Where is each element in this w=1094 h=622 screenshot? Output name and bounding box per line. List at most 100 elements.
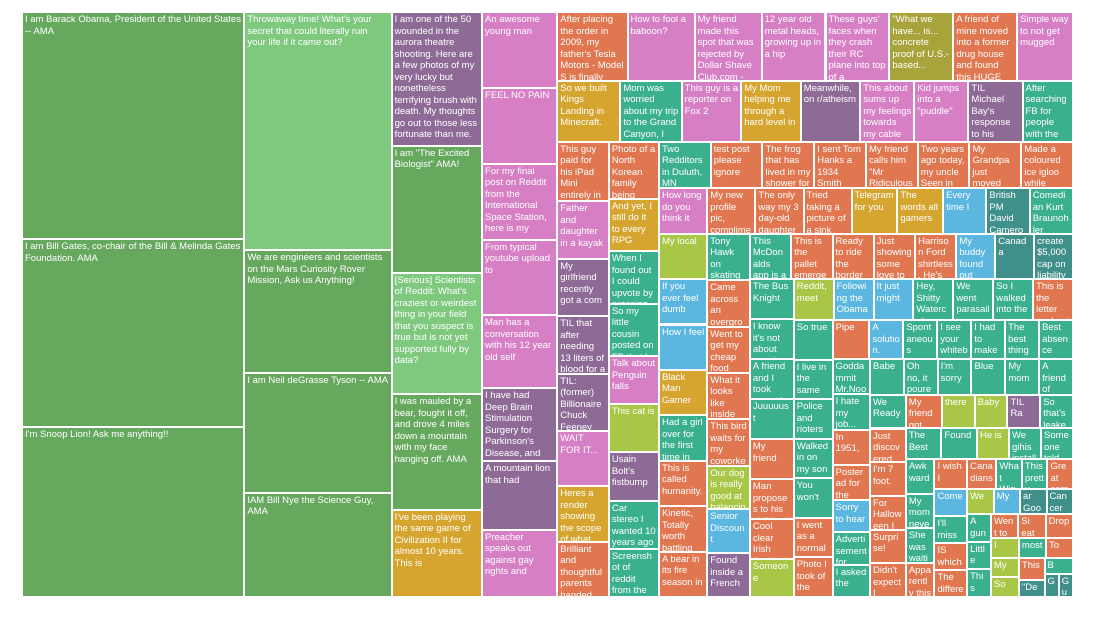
- treemap-cell[interactable]: B: [1044, 558, 1073, 574]
- treemap-cell[interactable]: My: [993, 489, 1021, 515]
- treemap-cell[interactable]: This is the letter my best friend: [1033, 279, 1073, 321]
- treemap-cell[interactable]: Kid jumps into a "puddle": [914, 80, 969, 142]
- treemap-cell[interactable]: Drop: [1045, 514, 1073, 539]
- treemap-cell[interactable]: I'm 7 foot.: [869, 462, 906, 496]
- treemap-cell[interactable]: Tony Hawk on skating with his daughter.: [707, 233, 750, 281]
- treemap-cell[interactable]: Blue: [971, 359, 1006, 395]
- treemap-cell[interactable]: My Grandpa just moved into a: [969, 141, 1022, 189]
- treemap-cell[interactable]: Si eat on: [1018, 514, 1046, 539]
- treemap-cell[interactable]: We gihis install new: [1008, 428, 1041, 460]
- treemap-cell[interactable]: I hate my job...: [832, 394, 870, 430]
- treemap-cell[interactable]: Our dog is really good at balancing: [707, 465, 750, 510]
- treemap-cell[interactable]: TIL that after needing 13 liters of bloo…: [557, 316, 609, 374]
- treemap-cell[interactable]: The different: [934, 570, 968, 597]
- treemap-cell[interactable]: My mom never: [905, 493, 935, 529]
- treemap-cell[interactable]: This guy paid for his iPad Mini entirely…: [557, 141, 609, 202]
- treemap-cell[interactable]: 12 year old metal heads, growing up in a…: [761, 12, 826, 81]
- treemap-cell[interactable]: So: [990, 577, 1019, 597]
- treemap-cell[interactable]: British PM David Cameron told a member: [986, 188, 1030, 234]
- treemap-cell[interactable]: Ready to ride the border between: [832, 233, 874, 280]
- treemap-cell[interactable]: This: [1018, 558, 1045, 580]
- treemap-cell[interactable]: After placing the order in 2009, my fath…: [557, 12, 628, 81]
- treemap-cell[interactable]: My buddy found out: [956, 233, 996, 280]
- treemap-cell[interactable]: So I walked into the: [993, 279, 1034, 321]
- treemap-cell[interactable]: Photo of a North Korean family being del…: [608, 141, 659, 199]
- treemap-cell[interactable]: How I feel: [658, 324, 708, 370]
- treemap-cell[interactable]: Guy: [1058, 573, 1073, 597]
- treemap-cell[interactable]: Some one told me a: [1040, 428, 1073, 460]
- treemap-cell[interactable]: Canadians: [967, 459, 997, 490]
- treemap-cell[interactable]: Harrison Ford shirtless. He's 70.: [915, 233, 957, 280]
- treemap-cell[interactable]: A friend and I took care of a: [749, 359, 794, 400]
- treemap-cell[interactable]: Surprise!: [869, 529, 906, 564]
- treemap-cell[interactable]: Two Redditors in Duluth, MN accidently: [658, 141, 711, 189]
- treemap-cell[interactable]: Man has a conversation with his 12 year …: [482, 315, 558, 389]
- treemap-cell[interactable]: This about sums up my feelings towards m…: [860, 80, 915, 142]
- treemap-cell[interactable]: Spontaneous woman of the: [903, 320, 938, 360]
- treemap-cell[interactable]: I know it's not about rats, but the Octo…: [749, 319, 794, 360]
- treemap-cell[interactable]: I am "The Excited Biologist" AMA!: [391, 145, 483, 273]
- treemap-cell[interactable]: Oh no, it poured: [903, 359, 938, 395]
- treemap-cell[interactable]: Cancer patient lose: [1046, 489, 1073, 515]
- treemap-cell[interactable]: So that's leaked: [1040, 394, 1073, 429]
- treemap-cell[interactable]: TIL Ra: [1007, 394, 1041, 429]
- treemap-cell[interactable]: Hey, Shitty Watercolor made it into the: [913, 279, 954, 321]
- treemap-cell[interactable]: And yet, I still do it to every RPG: [608, 198, 659, 252]
- treemap-cell[interactable]: Goddammit Mr.Noo: [832, 359, 870, 395]
- treemap-cell[interactable]: The only way my 3 day-old daughter: [755, 188, 804, 234]
- treemap-cell[interactable]: Tried taking a picture of a sink drainin…: [803, 188, 852, 234]
- treemap-cell[interactable]: This cat is: [608, 404, 659, 453]
- treemap-cell[interactable]: Little Bird: [967, 541, 991, 570]
- treemap-cell[interactable]: For Halloween I: [869, 495, 906, 530]
- treemap-cell[interactable]: I've been playing the same game of Civil…: [391, 509, 483, 597]
- treemap-cell[interactable]: My Mom helping me through a hard level i…: [741, 80, 801, 142]
- treemap-cell[interactable]: This is the pallet emergency: [791, 233, 833, 280]
- treemap-cell[interactable]: I had to make an advertise: [971, 320, 1006, 360]
- treemap-cell[interactable]: A friend of mine moved into a former dru…: [953, 12, 1018, 81]
- treemap-cell[interactable]: TIL Michael Bay's response to his critic…: [968, 80, 1023, 142]
- treemap-cell[interactable]: It just might: [873, 279, 914, 321]
- treemap-cell[interactable]: When I found out I could upvote by press…: [608, 251, 659, 304]
- treemap-cell[interactable]: Went to get my cheap food and found this…: [707, 326, 750, 373]
- treemap-cell[interactable]: A gunt to right next: [967, 514, 991, 542]
- treemap-cell[interactable]: How to fool a baboon?: [627, 12, 695, 81]
- treemap-cell[interactable]: Meanwhile, on r/atheism: [800, 80, 861, 142]
- treemap-cell[interactable]: "What we have... is... concrete proof of…: [889, 12, 954, 81]
- treemap-cell[interactable]: After searching FB for people with the s…: [1022, 80, 1073, 142]
- treemap-cell[interactable]: A bear in its fire season in: [658, 551, 708, 597]
- treemap-cell[interactable]: I asked the: [832, 564, 870, 597]
- treemap-cell[interactable]: She was waiting: [905, 528, 935, 563]
- treemap-cell[interactable]: Just showing some love to an underground: [873, 233, 916, 280]
- treemap-cell[interactable]: Mom was worried about my trip to the Gra…: [620, 80, 682, 142]
- treemap-cell[interactable]: My friend: [749, 439, 794, 480]
- treemap-cell[interactable]: To: [1045, 538, 1073, 559]
- treemap-cell[interactable]: This: [967, 569, 991, 597]
- treemap-cell[interactable]: Kinetic, Totally worth battling traffic.: [658, 506, 708, 552]
- treemap-cell[interactable]: Baby: [974, 394, 1008, 429]
- treemap-cell[interactable]: Went to Kra: [990, 514, 1019, 539]
- treemap-cell[interactable]: Preacher speaks out against gay rights a…: [482, 529, 558, 597]
- treemap-cell[interactable]: This bird waits for my coworker to show …: [707, 419, 750, 466]
- treemap-cell[interactable]: My new profile pic, compliments of: [707, 188, 756, 234]
- treemap-cell[interactable]: Photo I took of the: [793, 557, 833, 597]
- treemap-cell[interactable]: I am Neil deGrasse Tyson -- AMA: [244, 373, 392, 493]
- treemap-cell[interactable]: I am one of the 50 wounded in the aurora…: [391, 12, 483, 146]
- treemap-cell[interactable]: Best absence note: [1039, 320, 1073, 360]
- treemap-cell[interactable]: How long do you think it: [658, 188, 708, 234]
- treemap-cell[interactable]: ar Google Fiber: Please, please, rescue …: [1020, 489, 1047, 515]
- treemap-cell[interactable]: So we built Kings Landing in Minecraft.: [557, 80, 621, 142]
- treemap-cell[interactable]: Brilliant and thoughtful parents handed …: [557, 541, 609, 597]
- treemap-cell[interactable]: For my final post on Reddit from the Int…: [482, 163, 558, 240]
- treemap-cell[interactable]: The Bus Knight: [749, 279, 794, 320]
- treemap-cell[interactable]: Reddit, meet: [793, 279, 834, 321]
- treemap-cell[interactable]: From typical youtube upload to: [482, 239, 558, 316]
- treemap-cell[interactable]: We: [967, 489, 994, 515]
- treemap-cell[interactable]: Police and rioters come together: [793, 399, 833, 439]
- treemap-cell[interactable]: WAIT FOR IT...: [557, 431, 609, 487]
- treemap-cell[interactable]: Simple way to not get mugged: [1017, 12, 1073, 81]
- treemap-cell[interactable]: test post please ignore: [710, 141, 763, 189]
- treemap-cell[interactable]: These guys' faces when they crash their …: [825, 12, 890, 81]
- treemap-cell[interactable]: This McDonalds app is a lifesaver: [749, 233, 792, 280]
- treemap-cell[interactable]: Juuuuust: [749, 399, 794, 440]
- treemap-cell[interactable]: My friend made this spot that was reject…: [694, 12, 762, 81]
